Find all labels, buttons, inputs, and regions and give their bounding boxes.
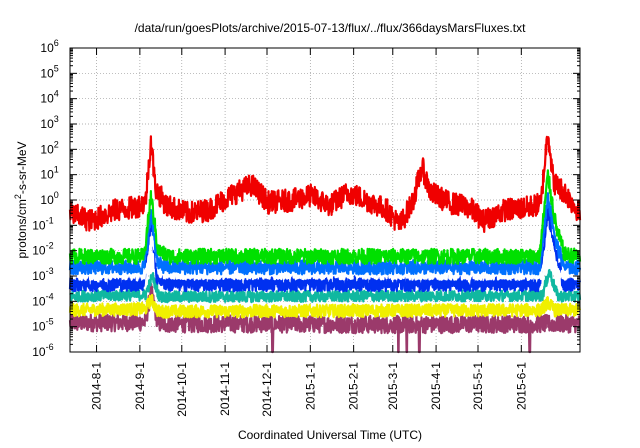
y-tick-label: 10-2 — [32, 241, 53, 258]
y-axis-label-sup: 2 — [13, 194, 23, 199]
x-tick-label: 2015-1-1 — [303, 362, 317, 410]
series-line-2 — [69, 268, 582, 304]
x-tick-label: 2014-10-1 — [175, 362, 189, 417]
y-tick-label: 10-6 — [32, 342, 53, 359]
series-line-6 — [68, 169, 582, 265]
series-line-1 — [68, 293, 582, 319]
y-tick-label: 10-1 — [32, 215, 53, 232]
y-tick-label: 10-5 — [32, 317, 53, 334]
chart-title: /data/run/goesPlots/archive/2015-07-13/f… — [135, 21, 527, 35]
x-axis-ticks: 2014-8-1 2014-9-1 2014-10-1 2014-11-1 2014-1… — [90, 48, 528, 417]
y-axis-label-main: protons/cm — [15, 199, 29, 258]
y-axis-label-tail: -s-sr-MeV — [15, 141, 29, 194]
x-tick-label: 2014-11-1 — [218, 362, 232, 416]
series-line-7 — [68, 135, 582, 233]
y-tick-label: 106 — [40, 38, 58, 55]
y-tick-label: 104 — [40, 89, 58, 106]
y-axis-ticks: 10-6 10-5 10-4 10-3 10-2 10-1 100 101 102 103 104 1… — [32, 38, 580, 359]
x-tick-label: 2015-2-1 — [347, 362, 361, 410]
x-tick-label: 2014-12-1 — [260, 362, 274, 417]
x-tick-label: 2015-6-1 — [514, 362, 528, 410]
y-tick-label: 103 — [40, 114, 58, 131]
y-tick-label: 10-4 — [32, 291, 53, 308]
y-tick-label: 105 — [40, 63, 58, 80]
x-axis-label: Coordinated Universal Time (UTC) — [238, 428, 422, 442]
y-tick-label: 10-3 — [32, 266, 53, 283]
x-tick-label: 2015-3-1 — [386, 362, 400, 410]
x-tick-label: 2014-9-1 — [133, 362, 147, 410]
y-tick-label: 100 — [40, 190, 58, 207]
x-tick-label: 2015-5-1 — [471, 362, 485, 410]
y-axis-label: protons/cm2-s-sr-MeV — [13, 141, 29, 258]
x-tick-label: 2015-4-1 — [429, 362, 443, 410]
y-tick-label: 102 — [40, 139, 58, 156]
x-tick-label: 2014-8-1 — [90, 362, 104, 410]
y-tick-label: 101 — [40, 165, 58, 182]
series-lines — [68, 135, 582, 354]
